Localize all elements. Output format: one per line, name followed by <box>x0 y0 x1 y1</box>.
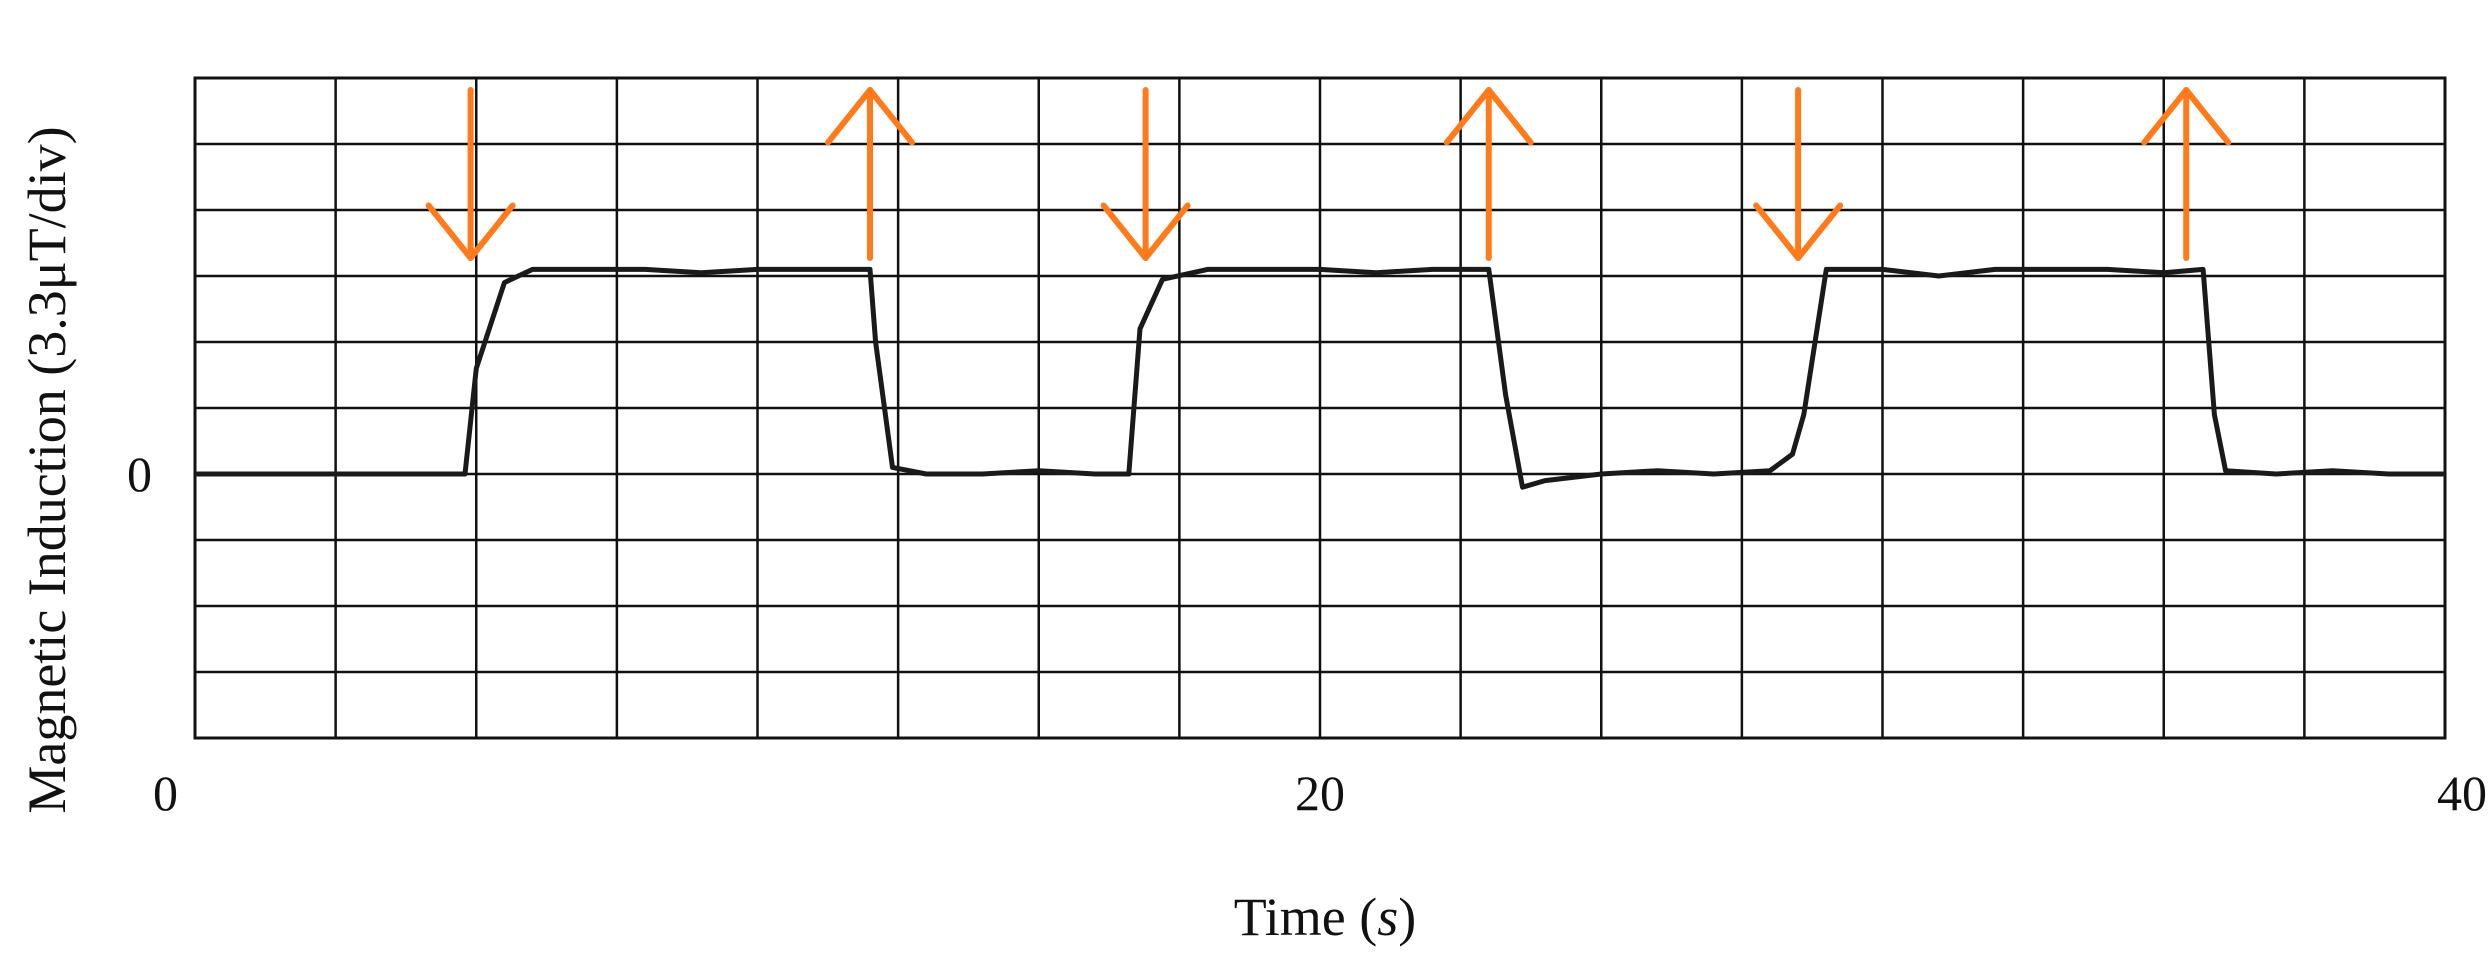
arrow-down-icon <box>1100 87 1191 261</box>
arrow-head <box>825 87 915 146</box>
x-tick-labels: 0 20 40 <box>153 765 2487 821</box>
arrow-down-icon <box>425 87 516 261</box>
y-tick-label-zero: 0 <box>127 446 152 502</box>
plot-frame <box>193 76 2447 740</box>
arrow-up-icon <box>825 87 915 261</box>
series-line <box>195 266 2445 490</box>
grid <box>195 78 2445 738</box>
arrow-head <box>425 202 516 261</box>
arrow-head <box>2141 87 2232 146</box>
x-tick-label: 20 <box>1295 765 1345 821</box>
x-tick-label: 0 <box>153 765 178 821</box>
y-axis-label: Magnetic Induction (3.3μT/div) <box>17 126 77 813</box>
arrow-down-icon <box>1753 87 1844 261</box>
series-layer <box>195 266 2445 490</box>
annotation-arrows <box>425 87 2232 261</box>
arrow-up-icon <box>1443 87 1534 261</box>
arrow-head <box>1753 202 1844 261</box>
arrow-head <box>1100 202 1191 261</box>
arrow-up-icon <box>2141 87 2232 261</box>
x-tick-label: 40 <box>2437 765 2487 821</box>
x-axis-label: Time (s) <box>1234 887 1417 947</box>
arrow-head <box>1443 87 1534 146</box>
